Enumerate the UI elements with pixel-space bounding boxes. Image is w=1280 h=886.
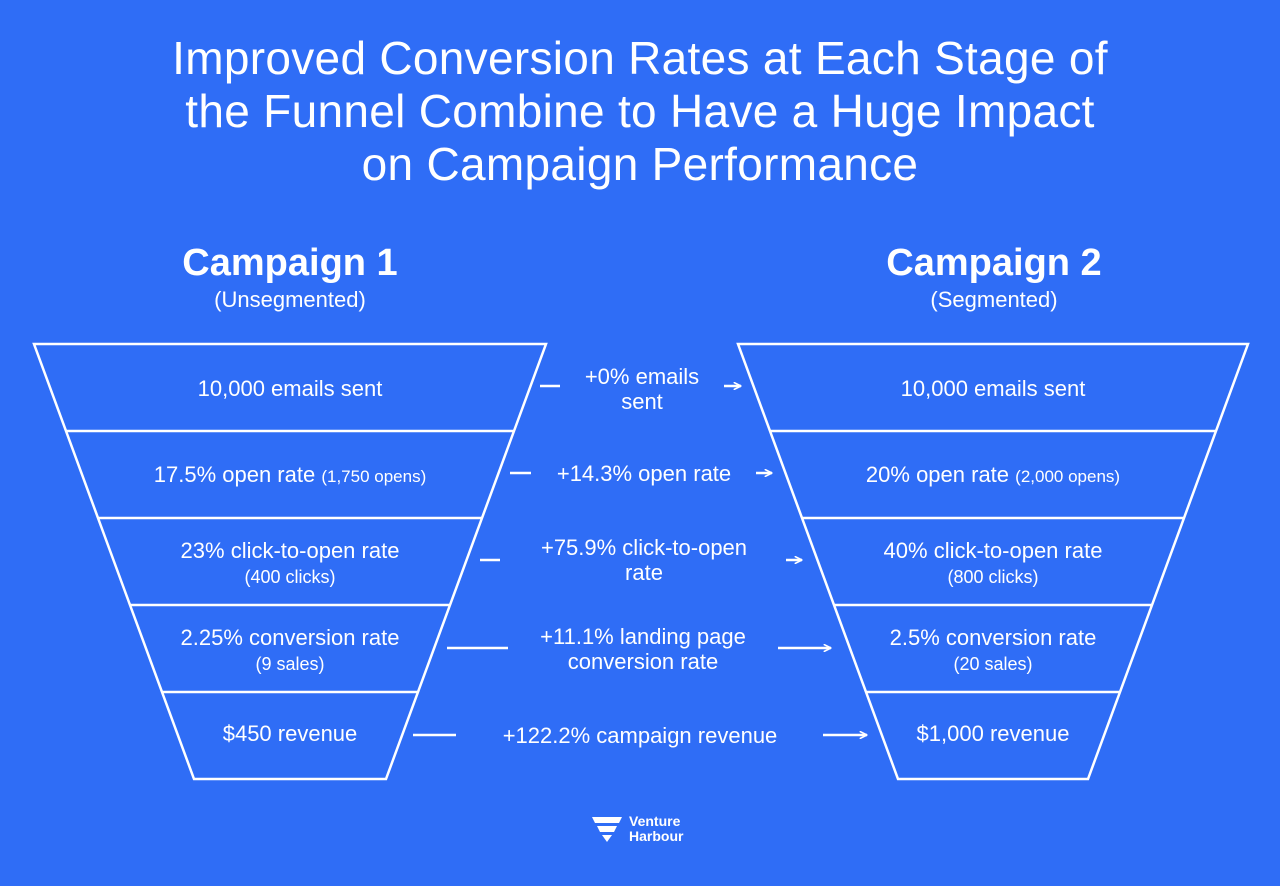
improvement-line-1: +122.2% campaign revenue xyxy=(502,722,778,748)
improvement-line-1: +11.1% landing page xyxy=(540,624,746,649)
stage-label: 10,000 emails sent xyxy=(900,375,1086,401)
improvement-emails: +0% emails sent xyxy=(562,364,722,414)
logo-line-1: Venture xyxy=(629,813,681,829)
venture-harbour-logo: Venture Harbour xyxy=(591,814,683,844)
stage-main-text: 20% open rate xyxy=(865,461,1010,487)
campaign-1-header: Campaign 1 (Unsegmented) xyxy=(90,240,490,314)
campaign-2-name: Campaign 2 xyxy=(886,242,1102,284)
stage-label: $450 revenue xyxy=(222,721,358,746)
funnel-1-stage-revenue: $450 revenue xyxy=(162,694,418,774)
funnel-1-outline xyxy=(32,342,548,781)
stage-detail-text: (20 sales) xyxy=(953,653,1033,674)
funnel-2-stage-click: 40% click-to-open rate (800 clicks) xyxy=(834,520,1152,605)
stage-label: $1,000 revenue xyxy=(916,721,1070,746)
venture-harbour-logo-icon xyxy=(592,817,622,842)
improvement-line-1: +75.9% click-to-open xyxy=(540,535,748,560)
improvement-line-2: sent xyxy=(621,389,663,414)
stage-main-text: 40% click-to-open rate xyxy=(883,537,1103,563)
funnel-2-stage-open: 20% open rate (2,000 opens) xyxy=(802,433,1184,518)
stage-main-text: 23% click-to-open rate xyxy=(180,537,400,563)
campaign-2-subtitle: (Segmented) xyxy=(930,287,1058,312)
title-line-1: Improved Conversion Rates at Each Stage … xyxy=(172,32,1108,84)
campaign-1-name: Campaign 1 xyxy=(182,242,398,284)
improvement-revenue: +122.2% campaign revenue xyxy=(458,722,822,748)
stage-main-text: 2.5% conversion rate xyxy=(889,624,1097,650)
funnel-2-stage-revenue: $1,000 revenue xyxy=(866,694,1120,774)
stage-detail-text: (400 clicks) xyxy=(244,566,336,587)
stage-detail-text: (1,750 opens) xyxy=(321,466,427,486)
improvement-click-to-open: +75.9% click-to-open rate xyxy=(503,535,785,585)
improvement-open-rate: +14.3% open rate xyxy=(533,460,755,486)
stage-detail-text: (800 clicks) xyxy=(947,566,1039,587)
funnel-1-stage-sent: 10,000 emails sent xyxy=(66,346,514,431)
stage-label: 10,000 emails sent xyxy=(197,375,383,401)
stage-main-text: 17.5% open rate xyxy=(153,461,316,487)
title-line-3: on Campaign Performance xyxy=(361,138,919,190)
stage-label: 17.5% open rate (1,750 opens) xyxy=(154,461,427,491)
campaign-2-header: Campaign 2 (Segmented) xyxy=(794,240,1194,314)
improvement-line-1: +0% emails xyxy=(584,364,700,389)
funnel-1-stage-conversion: 2.25% conversion rate (9 sales) xyxy=(130,607,450,692)
stage-label: 20% open rate (2,000 opens) xyxy=(866,461,1120,491)
improvement-line-1: +14.3% open rate xyxy=(556,460,732,486)
funnel-2-stage-sent: 10,000 emails sent xyxy=(770,346,1216,431)
stage-main-text: 2.25% conversion rate xyxy=(180,624,400,650)
funnel-1-stage-open: 17.5% open rate (1,750 opens) xyxy=(98,433,482,518)
campaign-1-subtitle: (Unsegmented) xyxy=(214,287,366,312)
page-title: Improved Conversion Rates at Each Stage … xyxy=(40,32,1240,191)
funnel-2-outline xyxy=(736,342,1250,781)
logo-line-2: Harbour xyxy=(629,828,684,844)
funnel-2-stage-conversion: 2.5% conversion rate (20 sales) xyxy=(834,607,1152,692)
title-line-2: the Funnel Combine to Have a Huge Impact xyxy=(185,85,1095,137)
logo-text: Venture Harbour xyxy=(629,814,683,844)
stage-detail-text: (9 sales) xyxy=(255,653,325,674)
improvement-line-2: rate xyxy=(625,560,663,585)
funnel-1-stage-click: 23% click-to-open rate (400 clicks) xyxy=(130,520,450,605)
improvement-line-2: conversion rate xyxy=(567,649,719,674)
stage-detail-text: (2,000 opens) xyxy=(1015,466,1121,486)
improvement-conversion: +11.1% landing page conversion rate xyxy=(510,624,776,674)
